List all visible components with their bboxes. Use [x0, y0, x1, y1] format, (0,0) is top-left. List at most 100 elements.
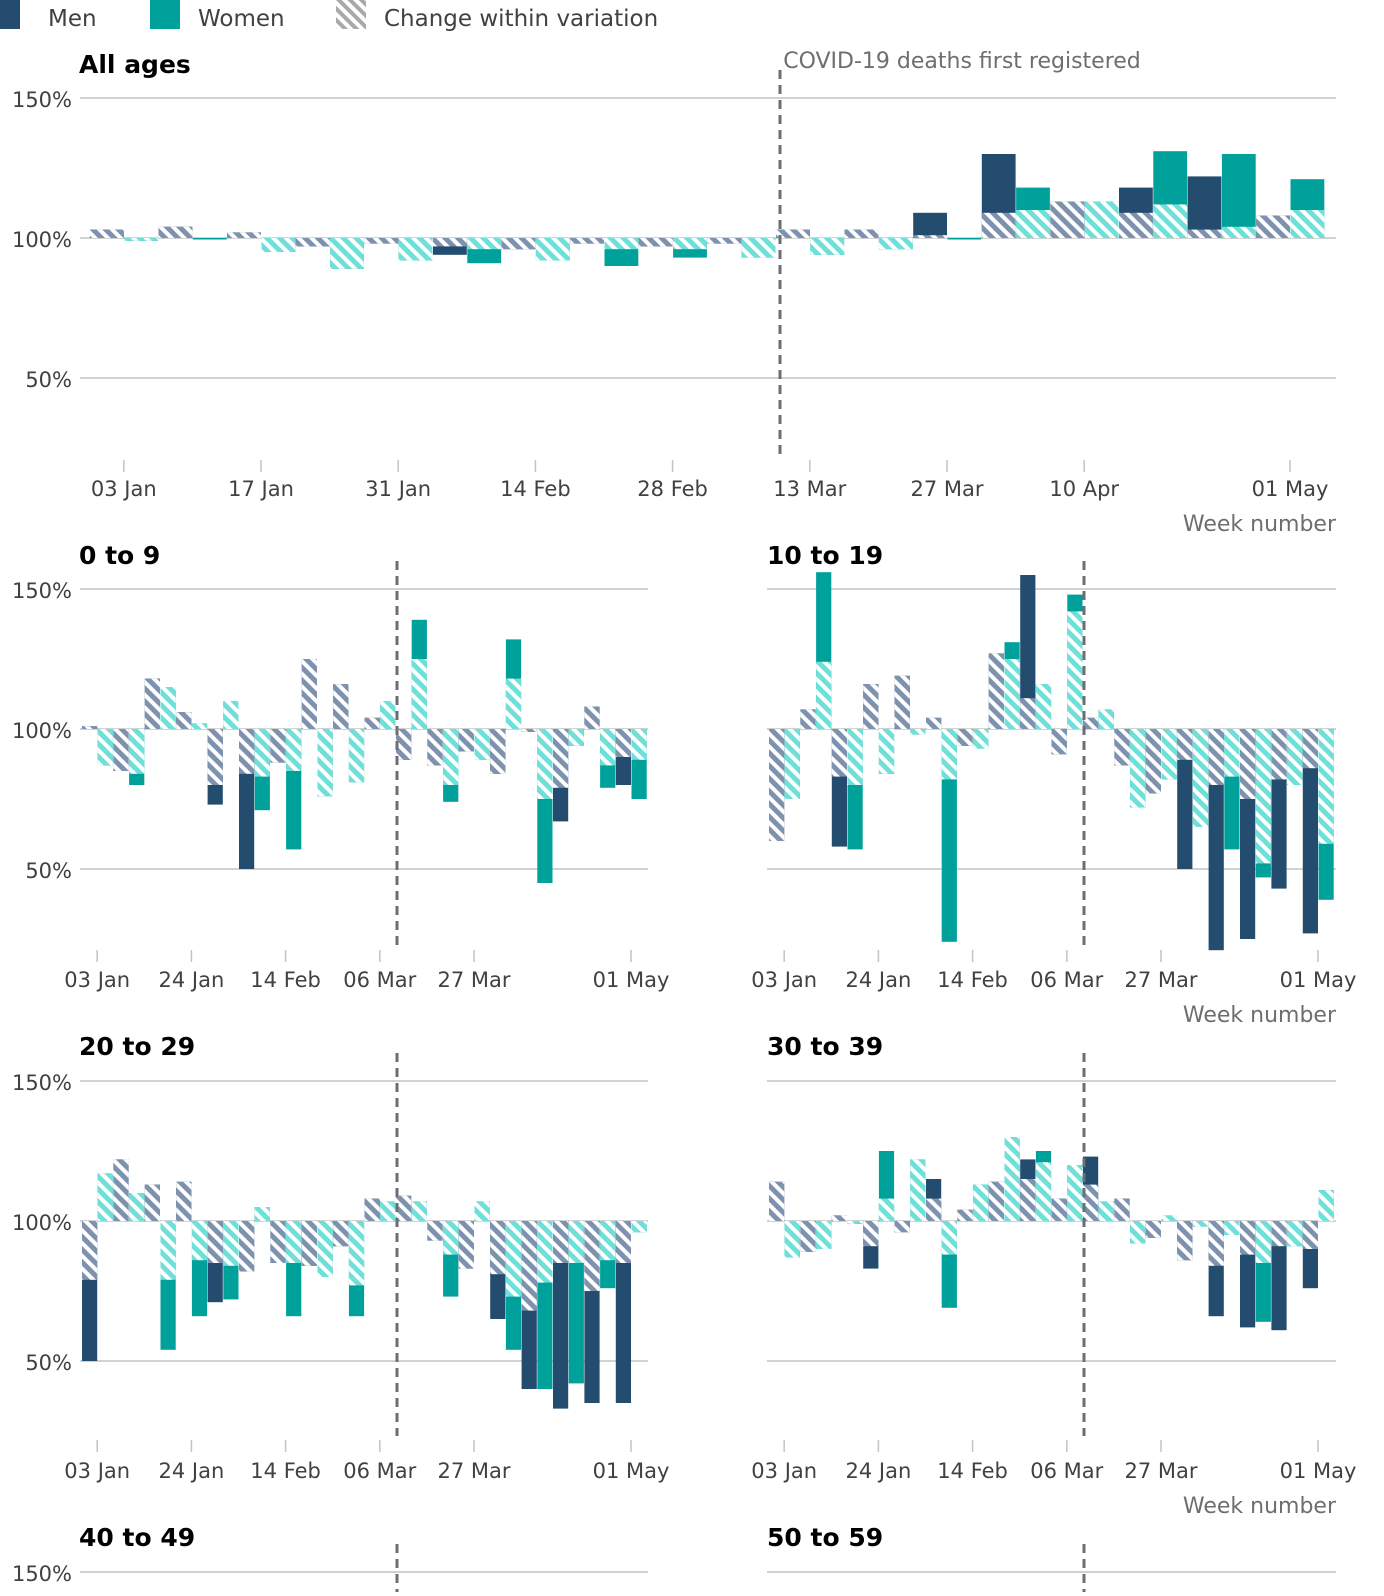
panel-30-to-39-bar-women-27-mar-within-variation	[1161, 1215, 1177, 1221]
panel-10-to-19-bar-men-03-apr-within-variation	[1177, 729, 1193, 760]
panel-all-ages-x-axis-title: Week number	[1183, 512, 1337, 537]
panel-10-to-19-bar-women-24-jan-within-variation	[878, 729, 895, 774]
panel-all-ages-bar-women-03-apr-within-variation	[1016, 210, 1050, 238]
panel-0-to-9-bar-men-31-jan-within-variation	[207, 729, 223, 785]
panel-10-to-19-bar-men-28-feb-within-variation	[1020, 698, 1036, 729]
panel-0-to-9-bar-men-03-apr-within-variation	[490, 729, 506, 774]
panel-10-to-19-bar-women-10-jan-within-variation	[816, 661, 832, 729]
panel-20-to-29-ytick-150: 150%	[12, 1071, 72, 1095]
panel-all-ages-bar-women-24-apr	[1221, 154, 1256, 238]
panel-all-ages-bar-women-17-apr-within-variation	[1153, 204, 1188, 238]
panel-all-ages-bar-men-31-jan-within-variation	[364, 238, 399, 244]
panel-all-ages-bar-men-24-apr	[1187, 176, 1222, 238]
panel-30-to-39-title: 30 to 39	[767, 1032, 883, 1061]
panel-10-to-19-x-axis-title: Week number	[1183, 1003, 1337, 1028]
panel-0-to-9-bar-women-24-jan-within-variation	[191, 723, 208, 729]
panel-10-to-19-xtick-label-27-mar: 27 Mar	[1124, 968, 1197, 992]
panel-10-to-19-bar-women-20-mar-within-variation	[1130, 729, 1146, 808]
panel-20-to-29-bar-men-21-feb-within-variation	[301, 1221, 317, 1266]
panel-0-to-9-bar-men-03-jan-within-variation	[82, 726, 98, 729]
panel-0-to-9-bar-women-31-jan-within-variation	[223, 701, 239, 729]
panel-10-to-19-bar-men-24-apr-within-variation	[1271, 729, 1287, 780]
panel-30-to-39-bar-men-10-apr-within-variation	[1208, 1221, 1224, 1266]
panel-0-to-9-xtick-label-01-may: 01 May	[593, 968, 670, 992]
panel-30-to-39-xtick-label-24-jan: 24 Jan	[846, 1459, 912, 1483]
panel-all-ages-bar-men-10-jan-within-variation	[158, 226, 193, 238]
panel-10-to-19-bar-women-17-apr-within-variation	[1255, 729, 1271, 864]
panel-30-to-39-xtick-label-06-mar: 06 Mar	[1030, 1459, 1103, 1483]
panel-0-to-9-bar-men-13-mar-within-variation	[396, 729, 412, 760]
panel-all-ages-bar-women-14-feb-within-variation	[535, 238, 570, 261]
panel-30-to-39-bar-women-21-feb-within-variation	[1004, 1137, 1020, 1221]
panel-20-to-29-xtick-label-24-jan: 24 Jan	[159, 1459, 225, 1483]
panel-0-to-9-bar-women-24-apr-within-variation	[600, 729, 616, 766]
panel-20-to-29-xtick-label-27-mar: 27 Mar	[437, 1459, 510, 1483]
panel-20-to-29-bar-men-10-apr-within-variation	[521, 1221, 537, 1311]
panel-10-to-19-bar-men-20-mar-within-variation	[1114, 729, 1130, 766]
panel-10-to-19-bar-men-13-mar-within-variation	[1083, 717, 1099, 729]
panel-30-to-39-xtick-label-01-may: 01 May	[1280, 1459, 1357, 1483]
panel-20-to-29-bar-men-01-may	[615, 1221, 631, 1403]
panel-10-to-19-bar-men-07-feb-within-variation	[926, 717, 942, 729]
panel-30-to-39-bar-men-31-jan-within-variation	[894, 1221, 910, 1233]
panel-30-to-39-bar-women-24-apr-within-variation	[1287, 1221, 1303, 1247]
panel-10-to-19-bar-women-07-feb-within-variation	[941, 729, 957, 780]
panel-0-to-9-bar-women-17-jan-within-variation	[160, 687, 176, 729]
panel-10-to-19-bar-women-10-apr-within-variation	[1224, 729, 1240, 777]
panel-10-to-19-bar-men-28-feb	[1020, 575, 1036, 729]
panel-10-to-19-bar-women-14-feb-within-variation	[973, 729, 989, 749]
panel-0-to-9-bar-men-17-apr-within-variation	[553, 729, 569, 788]
panel-30-to-39-bar-men-20-mar-within-variation	[1114, 1198, 1130, 1221]
panel-0-to-9-bar-men-14-feb-within-variation	[270, 729, 286, 763]
panel-0-to-9-bar-men-27-mar-within-variation	[458, 729, 474, 752]
panel-0-to-9-bar-women-10-apr-within-variation	[537, 729, 553, 799]
panel-30-to-39-bar-women-10-jan-within-variation	[816, 1221, 832, 1249]
panel-30-to-39-bar-women-24-jan-within-variation	[878, 1198, 895, 1221]
panel-20-to-29-bar-women-24-apr-within-variation	[600, 1221, 616, 1261]
panel-30-to-39-bar-men-28-feb-within-variation	[1020, 1179, 1036, 1221]
panel-10-to-19-bar-men-17-jan-within-variation	[831, 729, 847, 777]
panel-all-ages-bar-women-24-jan-within-variation	[330, 238, 364, 269]
panel-30-to-39-bar-men-10-jan-within-variation	[800, 1221, 816, 1252]
panel-30-to-39-bar-men-07-feb-within-variation	[926, 1198, 942, 1221]
panel-20-to-29-bar-women-24-jan-within-variation	[191, 1221, 208, 1261]
panel-all-ages-xtick-label-10-apr: 10 Apr	[1049, 477, 1119, 501]
panel-20-to-29: 20 to 29 150% 100% 50% 03 Jan 24 Jan 14 Feb 06 …	[12, 1032, 669, 1483]
panel-0-to-9-bar-men-07-feb-within-variation	[239, 729, 255, 774]
panel-30-to-39-bar-women-17-jan-within-variation	[847, 1221, 863, 1224]
panel-0-to-9-ytick-100: 100%	[12, 719, 72, 743]
panel-30-to-39-bar-women-17-apr-within-variation	[1255, 1221, 1271, 1263]
panel-all-ages-bar-women-03-jan-within-variation	[124, 238, 159, 241]
panel-10-to-19-bar-men-27-mar-within-variation	[1145, 729, 1161, 794]
panel-20-to-29-bar-women-21-feb-within-variation	[317, 1221, 333, 1277]
panel-all-ages-bar-men-06-mar-within-variation	[707, 238, 742, 244]
panel-20-to-29-title: 20 to 29	[79, 1032, 195, 1061]
panel-all-ages-bar-men-10-apr-within-variation	[1050, 201, 1085, 238]
panel-10-to-19-bar-women-17-jan-within-variation	[847, 729, 863, 785]
panel-10-to-19-bar-women-03-jan-within-variation	[784, 729, 800, 799]
panel-20-to-29-xtick-label-03-jan: 03 Jan	[64, 1459, 130, 1483]
panel-0-to-9-xtick-label-27-mar: 27 Mar	[437, 968, 510, 992]
panel-10-to-19-bar-men-24-jan-within-variation	[863, 684, 879, 729]
panel-20-to-29-ytick-50: 50%	[25, 1351, 72, 1375]
legend-label-within-variation: Change within variation	[384, 6, 659, 32]
panel-20-to-29-bar-women-01-may-within-variation	[631, 1221, 647, 1233]
panel-all-ages-bar-men-24-apr-within-variation	[1187, 229, 1222, 238]
panel-30-to-39-bar-women-31-jan-within-variation	[910, 1159, 926, 1221]
panel-all-ages-ytick-150: 150%	[12, 88, 72, 112]
panel-0-to-9-bar-men-24-jan-within-variation	[176, 712, 192, 729]
panel-40-to-49: 40 to 49 150%	[12, 1523, 648, 1592]
panel-30-to-39-bar-men-13-mar-within-variation	[1083, 1184, 1099, 1221]
panel-10-to-19-bar-men-10-apr-within-variation	[1208, 729, 1224, 785]
panel-0-to-9-bar-women-13-mar-within-variation	[411, 659, 427, 729]
panel-20-to-29-bar-men-17-jan-within-variation	[144, 1184, 160, 1221]
panel-30-to-39: 30 to 39 03 Jan 24 Jan 14 Feb 06 Mar 27 Mar 01…	[751, 1032, 1356, 1519]
panel-20-to-29-bar-women-31-jan-within-variation	[223, 1221, 239, 1266]
panel-all-ages-bar-men-01-may-within-variation	[1256, 215, 1290, 238]
panel-10-to-19-bar-women-07-feb	[941, 729, 957, 942]
panel-0-to-9-bar-men-10-apr-within-variation	[521, 729, 537, 732]
panel-all-ages-bar-men-20-mar-within-variation	[844, 229, 879, 238]
panel-40-to-49-title: 40 to 49	[79, 1523, 195, 1552]
panel-10-to-19-bar-men-14-feb-within-variation	[957, 729, 973, 746]
